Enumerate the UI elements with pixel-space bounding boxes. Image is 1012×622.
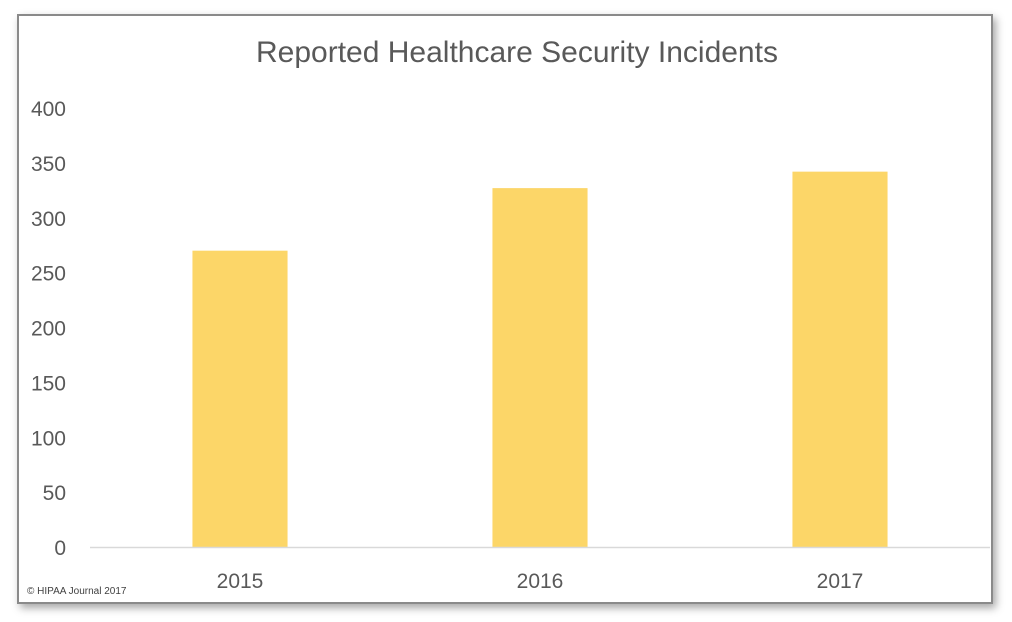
bar-2017 <box>792 171 888 547</box>
y-tick-label: 50 <box>43 482 66 505</box>
y-tick-label: 350 <box>31 153 66 176</box>
bar-2016 <box>492 188 588 547</box>
y-tick-label: 300 <box>31 208 66 231</box>
y-axis-ticks: 0 50 100 150 200 250 300 350 400 <box>31 98 66 560</box>
y-tick-label: 150 <box>31 372 66 395</box>
x-tick-label: 2016 <box>517 570 564 593</box>
bar-2015 <box>192 250 288 548</box>
y-tick-label: 0 <box>54 537 66 560</box>
copyright-notice: © HIPAA Journal 2017 <box>27 586 127 597</box>
x-axis-ticks: 2015 2016 2017 <box>217 570 864 593</box>
x-tick-label: 2015 <box>217 570 264 593</box>
bars <box>192 171 888 548</box>
y-tick-label: 250 <box>31 263 66 286</box>
y-tick-label: 200 <box>31 318 66 341</box>
y-tick-label: 400 <box>31 98 66 121</box>
chart-title: Reported Healthcare Security Incidents <box>256 36 778 69</box>
x-tick-label: 2017 <box>817 570 864 593</box>
y-tick-label: 100 <box>31 427 66 450</box>
